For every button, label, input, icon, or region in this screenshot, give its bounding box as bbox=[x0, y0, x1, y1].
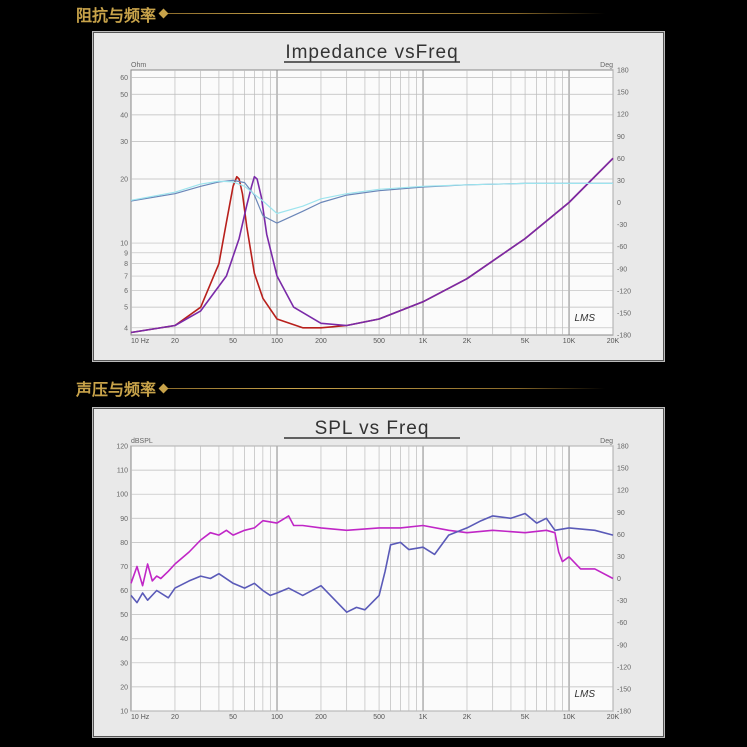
x-tick-label: 10K bbox=[563, 714, 576, 721]
y-tick-label: 40 bbox=[120, 636, 128, 643]
y-tick-label: 4 bbox=[124, 325, 128, 332]
y2-tick-label: -180 bbox=[617, 333, 631, 340]
impedance-chart-panel: Impedance vsFreq Ohm Deg 60 50 40 30 20 10 9 8 7 6 5 4… bbox=[92, 31, 665, 362]
impedance-heading-rule bbox=[160, 13, 605, 14]
x-tick-label: 1K bbox=[419, 338, 428, 345]
y-tick-label: 30 bbox=[120, 660, 128, 667]
x-tick-label: 20K bbox=[607, 714, 620, 721]
y-tick-label: 20 bbox=[120, 684, 128, 691]
x-tick-label: 20 bbox=[171, 338, 179, 345]
y2-tick-label: -60 bbox=[617, 620, 627, 627]
y2-tick-label: 180 bbox=[617, 444, 629, 451]
y2-tick-label: 30 bbox=[617, 554, 625, 561]
left-unit-label: Ohm bbox=[131, 62, 146, 69]
y2-tick-label: 0 bbox=[617, 576, 621, 583]
x-tick-label: 10 Hz bbox=[131, 338, 150, 345]
y2-tick-label: -30 bbox=[617, 598, 627, 605]
y-tick-label: 6 bbox=[124, 288, 128, 295]
y-tick-label: 20 bbox=[120, 176, 128, 183]
chart-title: SPL vs Freq bbox=[315, 418, 430, 439]
y-tick-label: 7 bbox=[124, 274, 128, 281]
series-line-2 bbox=[130, 512, 614, 613]
y2-tick-label: 90 bbox=[617, 510, 625, 517]
x-tick-label: 20K bbox=[607, 338, 620, 345]
y2-tick-label: -90 bbox=[617, 266, 627, 273]
x-tick-label: 10 Hz bbox=[131, 714, 150, 721]
y2-tick-label: 150 bbox=[617, 466, 629, 473]
y-tick-label: 70 bbox=[120, 564, 128, 571]
y-tick-label: 5 bbox=[124, 305, 128, 312]
y-tick-label: 110 bbox=[117, 468, 128, 475]
gridlines bbox=[130, 445, 614, 712]
y2-tick-label: 120 bbox=[617, 112, 629, 119]
y2-tick-label: 30 bbox=[617, 178, 625, 185]
y2-tick-label: -90 bbox=[617, 642, 627, 649]
y2-tick-label: -150 bbox=[617, 310, 631, 317]
x-tick-label: 100 bbox=[271, 338, 283, 345]
y2-tick-label: -120 bbox=[617, 664, 631, 671]
x-tick-label: 2K bbox=[463, 338, 472, 345]
y2-tick-label: -150 bbox=[617, 686, 631, 693]
series-line-1 bbox=[130, 515, 614, 587]
right-unit-label: Deg bbox=[600, 438, 613, 445]
y2-tick-label: 150 bbox=[617, 90, 629, 97]
x-tick-label: 500 bbox=[373, 714, 385, 721]
x-tick-label: 2K bbox=[463, 714, 472, 721]
spl-heading-rule bbox=[160, 388, 605, 389]
x-tick-label: 500 bbox=[373, 338, 385, 345]
y2-tick-label: 180 bbox=[617, 68, 629, 75]
y-tick-label: 10 bbox=[120, 709, 128, 716]
gridlines bbox=[130, 70, 614, 335]
y2-tick-label: -60 bbox=[617, 244, 627, 251]
left-unit-label: dBSPL bbox=[131, 438, 153, 445]
y2-tick-label: -120 bbox=[617, 288, 631, 295]
y-tick-label: 40 bbox=[120, 112, 128, 119]
x-tick-label: 5K bbox=[521, 338, 530, 345]
spl-section-heading: 声压与频率 bbox=[76, 380, 157, 399]
chart-title: Impedance vsFreq bbox=[285, 42, 458, 63]
spl-chart-panel: SPL vs Freq dBSPL Deg 120 110 100 90 80 70 60 50 40… bbox=[92, 407, 665, 738]
y-tick-label: 90 bbox=[120, 516, 128, 523]
y-tick-label: 10 bbox=[120, 241, 128, 248]
lms-watermark: LMS bbox=[574, 313, 595, 324]
x-tick-label: 50 bbox=[229, 338, 237, 345]
impedance-section-heading: 阻抗与频率 bbox=[76, 6, 157, 25]
x-tick-label: 200 bbox=[315, 714, 327, 721]
y2-tick-label: -180 bbox=[617, 709, 631, 716]
x-tick-label: 20 bbox=[171, 714, 179, 721]
plot-area bbox=[130, 69, 614, 336]
series-line-4 bbox=[130, 180, 613, 215]
y2-tick-label: 60 bbox=[617, 532, 625, 539]
x-tick-label: 100 bbox=[271, 714, 283, 721]
y-tick-label: 50 bbox=[120, 92, 128, 99]
x-tick-label: 200 bbox=[315, 338, 327, 345]
x-tick-label: 10K bbox=[563, 338, 576, 345]
y-tick-label: 8 bbox=[124, 261, 128, 268]
y-tick-label: 50 bbox=[120, 612, 128, 619]
y-tick-label: 120 bbox=[116, 444, 128, 451]
y2-tick-label: 60 bbox=[617, 156, 625, 163]
right-unit-label: Deg bbox=[600, 62, 613, 69]
y2-tick-label: -30 bbox=[617, 222, 627, 229]
y-tick-label: 30 bbox=[120, 139, 128, 146]
x-tick-label: 1K bbox=[419, 714, 428, 721]
y2-tick-label: 90 bbox=[617, 134, 625, 141]
y-tick-label: 9 bbox=[124, 250, 128, 257]
y2-tick-label: 0 bbox=[617, 200, 621, 207]
y-tick-label: 80 bbox=[120, 540, 128, 547]
lms-watermark: LMS bbox=[574, 689, 595, 700]
plot-area bbox=[130, 445, 614, 712]
y-tick-label: 60 bbox=[120, 588, 128, 595]
series-line-2 bbox=[130, 157, 614, 334]
y-tick-label: 100 bbox=[116, 492, 128, 499]
x-tick-label: 50 bbox=[229, 714, 237, 721]
x-tick-label: 5K bbox=[521, 714, 530, 721]
y-tick-label: 60 bbox=[120, 75, 128, 82]
y2-tick-label: 120 bbox=[617, 488, 629, 495]
